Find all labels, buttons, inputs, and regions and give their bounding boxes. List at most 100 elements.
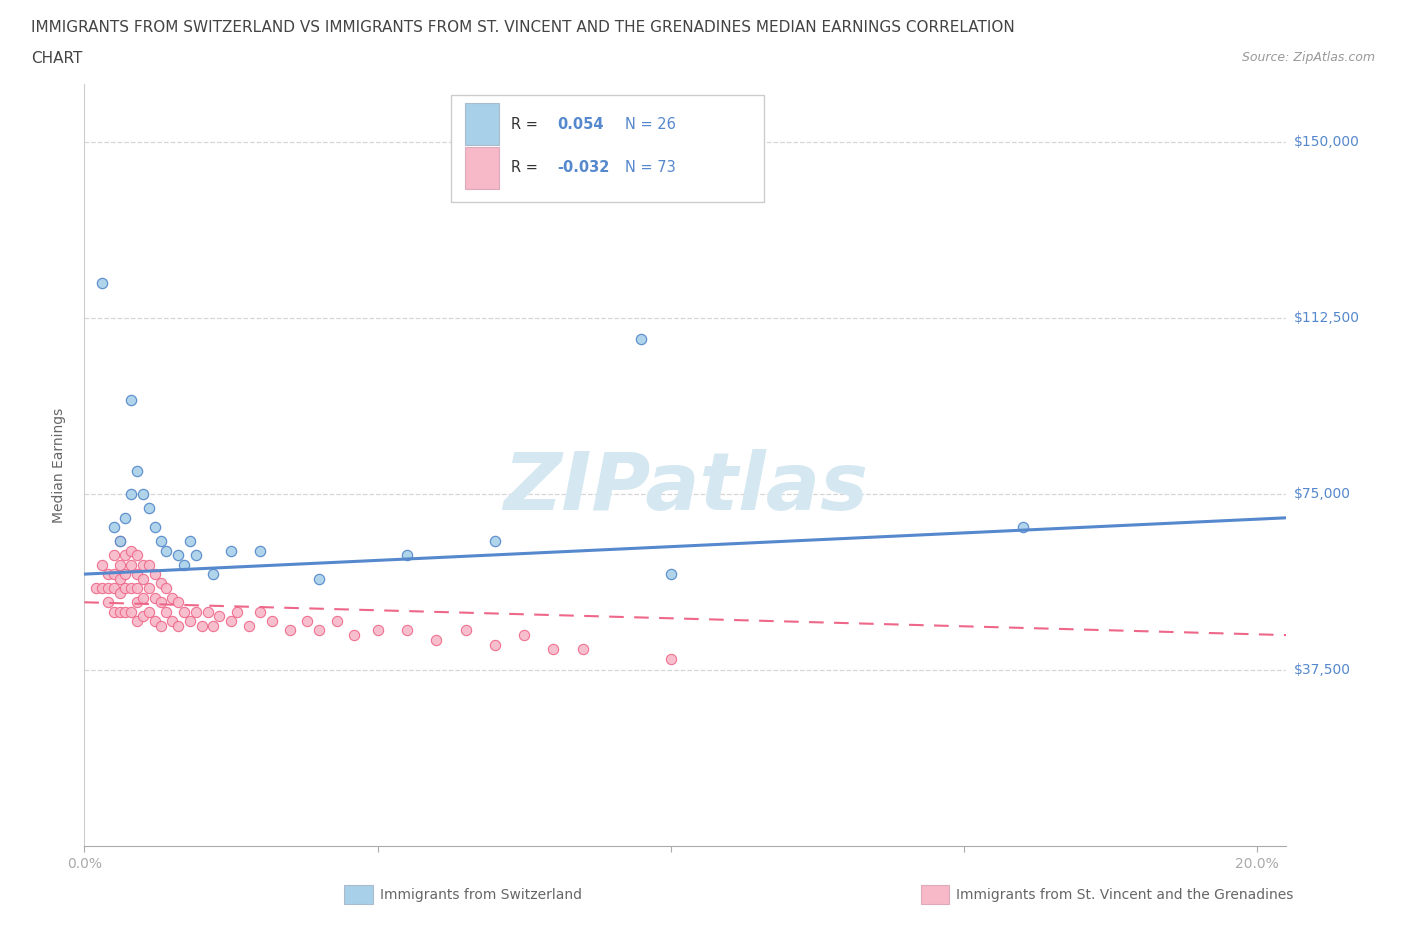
Point xyxy=(143,520,166,535)
Point xyxy=(367,623,389,638)
Point xyxy=(127,463,149,478)
Point xyxy=(173,557,195,572)
Point xyxy=(120,543,142,558)
Point xyxy=(659,651,682,666)
Point xyxy=(343,628,366,643)
Point xyxy=(484,637,506,652)
Point xyxy=(114,511,136,525)
Point xyxy=(225,604,247,619)
Point xyxy=(249,604,271,619)
Point xyxy=(1011,520,1033,535)
Point xyxy=(138,557,160,572)
Point xyxy=(202,618,225,633)
Point xyxy=(103,580,125,595)
Point xyxy=(184,604,207,619)
Text: IMMIGRANTS FROM SWITZERLAND VS IMMIGRANTS FROM ST. VINCENT AND THE GRENADINES ME: IMMIGRANTS FROM SWITZERLAND VS IMMIGRANT… xyxy=(31,20,1015,35)
Text: $112,500: $112,500 xyxy=(1294,312,1360,326)
Point xyxy=(120,487,142,502)
Point xyxy=(173,604,195,619)
Point xyxy=(308,571,330,586)
Point xyxy=(84,580,107,595)
Point xyxy=(184,548,207,563)
Point xyxy=(513,628,536,643)
Text: N = 73: N = 73 xyxy=(626,160,676,175)
Point xyxy=(127,614,149,629)
Point xyxy=(425,632,447,647)
Point xyxy=(149,595,172,610)
Text: Source: ZipAtlas.com: Source: ZipAtlas.com xyxy=(1241,51,1375,64)
Point xyxy=(155,580,177,595)
Text: $37,500: $37,500 xyxy=(1294,663,1351,677)
Text: $150,000: $150,000 xyxy=(1294,136,1360,150)
Point xyxy=(91,275,114,290)
Point xyxy=(155,604,177,619)
Point xyxy=(114,604,136,619)
Point xyxy=(167,595,190,610)
Point xyxy=(132,571,155,586)
Point xyxy=(395,548,418,563)
Point xyxy=(108,557,131,572)
Point xyxy=(108,534,131,549)
Point xyxy=(278,623,301,638)
Point xyxy=(114,566,136,581)
Y-axis label: Median Earnings: Median Earnings xyxy=(52,407,66,523)
Point xyxy=(120,580,142,595)
Point xyxy=(120,393,142,408)
Point xyxy=(127,548,149,563)
Point xyxy=(167,548,190,563)
Point xyxy=(143,566,166,581)
Point xyxy=(162,614,184,629)
Point xyxy=(308,623,330,638)
Text: N = 26: N = 26 xyxy=(626,116,676,132)
Point xyxy=(103,566,125,581)
Point xyxy=(149,576,172,591)
Text: CHART: CHART xyxy=(31,51,83,66)
Point xyxy=(103,604,125,619)
Point xyxy=(138,604,160,619)
Point xyxy=(103,520,125,535)
Point xyxy=(91,580,114,595)
Point xyxy=(630,332,652,347)
Point xyxy=(149,618,172,633)
Point xyxy=(138,501,160,516)
Text: $75,000: $75,000 xyxy=(1294,487,1351,501)
Point xyxy=(91,557,114,572)
Point xyxy=(238,618,260,633)
Point xyxy=(114,548,136,563)
Point xyxy=(179,534,201,549)
Point xyxy=(155,543,177,558)
Point xyxy=(162,591,184,605)
Point xyxy=(484,534,506,549)
Point xyxy=(114,580,136,595)
Point xyxy=(132,591,155,605)
Point xyxy=(143,591,166,605)
Point xyxy=(127,595,149,610)
Point xyxy=(572,642,595,657)
Text: R =: R = xyxy=(512,116,543,132)
Point xyxy=(454,623,477,638)
Point xyxy=(219,614,242,629)
FancyBboxPatch shape xyxy=(451,95,763,202)
Point xyxy=(179,614,201,629)
Point xyxy=(97,580,120,595)
Point xyxy=(97,595,120,610)
Point xyxy=(97,566,120,581)
Point xyxy=(260,614,283,629)
Text: Immigrants from Switzerland: Immigrants from Switzerland xyxy=(380,887,582,902)
Point xyxy=(108,586,131,601)
Point xyxy=(190,618,212,633)
Point xyxy=(132,487,155,502)
Point xyxy=(197,604,219,619)
Point xyxy=(543,642,565,657)
Point xyxy=(143,614,166,629)
Point xyxy=(249,543,271,558)
Point xyxy=(325,614,347,629)
Point xyxy=(108,604,131,619)
Point xyxy=(395,623,418,638)
Point xyxy=(108,571,131,586)
Point xyxy=(132,609,155,624)
Point xyxy=(108,534,131,549)
FancyBboxPatch shape xyxy=(465,103,499,145)
FancyBboxPatch shape xyxy=(465,147,499,189)
Text: R =: R = xyxy=(512,160,543,175)
